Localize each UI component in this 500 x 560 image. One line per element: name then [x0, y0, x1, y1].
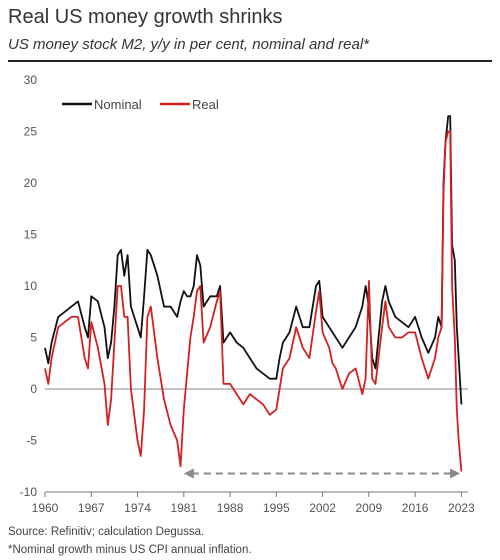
x-tick-label: 1995	[263, 501, 290, 515]
x-tick-label: 2002	[309, 501, 336, 515]
y-tick-label: 30	[24, 73, 38, 87]
chart-title: Real US money growth shrinks	[8, 6, 283, 28]
y-tick-label: -10	[20, 485, 38, 499]
x-tick-label: 1981	[170, 501, 197, 515]
y-axis: 30 25 20 15 10 5 0 -5 -10	[20, 73, 38, 499]
x-axis: 1960 1967 1974 1981 1988 1995 2002 2009 2016 2023	[32, 491, 475, 515]
source-note: Source: Refinitiv; calculation Degussa.	[8, 526, 205, 538]
x-tick-label: 2016	[402, 501, 429, 515]
y-tick-label: 0	[30, 382, 37, 396]
annotation-arrowhead-right	[450, 468, 461, 479]
y-tick-label: 10	[24, 279, 38, 293]
series-layer	[44, 115, 463, 472]
y-tick-label: 15	[24, 228, 38, 242]
legend-label-real: Real	[192, 97, 219, 112]
series-line-real	[44, 130, 463, 472]
x-tick-label: 2009	[356, 501, 383, 515]
series-line-nominal	[44, 115, 463, 405]
y-tick-label: 5	[30, 331, 37, 345]
legend: Nominal Real	[62, 97, 219, 112]
x-tick-label: 1974	[124, 501, 151, 515]
title-rule	[8, 60, 492, 62]
footnote: *Nominal growth minus US CPI annual infl…	[8, 544, 252, 556]
y-tick-label: -5	[26, 434, 37, 448]
y-tick-label: 20	[24, 176, 38, 190]
annotation-arrowhead-left	[183, 468, 194, 479]
legend-label-nominal: Nominal	[94, 97, 142, 112]
y-tick-label: 25	[24, 125, 38, 139]
chart-subtitle: US money stock M2, y/y in per cent, nomi…	[8, 36, 369, 53]
annotation-layer	[183, 468, 461, 479]
x-tick-label: 1988	[217, 501, 244, 515]
x-tick-label: 1967	[78, 501, 105, 515]
x-tick-label: 2023	[448, 501, 475, 515]
x-tick-label: 1960	[32, 501, 59, 515]
